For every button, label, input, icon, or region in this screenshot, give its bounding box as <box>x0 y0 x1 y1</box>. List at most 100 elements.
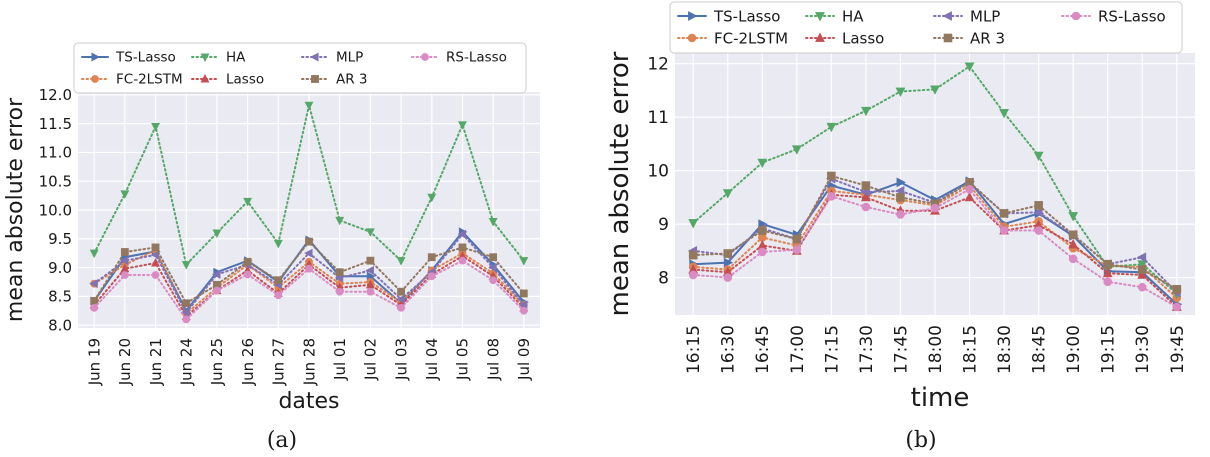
data-point <box>397 287 405 296</box>
data-point <box>243 257 252 266</box>
data-point <box>304 248 313 258</box>
data-point <box>757 226 767 235</box>
legend-marker <box>91 75 99 83</box>
legend-label: RS-Lasso <box>446 50 507 66</box>
data-point <box>457 121 467 130</box>
data-point <box>151 122 161 132</box>
data-point <box>274 276 283 285</box>
data-point <box>365 265 374 275</box>
data-point <box>999 209 1009 218</box>
x-tick-label: Jun 25 <box>208 338 226 386</box>
legend-label: AR 3 <box>336 72 368 88</box>
x-axis-label: time <box>911 383 970 413</box>
data-point <box>1068 254 1078 264</box>
data-point <box>427 193 437 203</box>
chart-a: 8.0 8.5 9.0 9.5 10.0 10.5 11.0 11.5 12.0 Jun 19 Ju… <box>3 42 540 453</box>
x-tick-label: 19:00 <box>1064 325 1084 374</box>
x-tick-label: Jul 03 <box>392 338 410 381</box>
data-point <box>151 271 160 279</box>
data-point <box>519 289 528 298</box>
legend-label: HA <box>842 7 864 25</box>
legend-label: MLP <box>970 7 1000 25</box>
data-point <box>212 229 222 238</box>
data-point <box>181 261 191 270</box>
legend-label: RS-Lasso <box>1098 7 1166 25</box>
data-point <box>1172 302 1182 312</box>
data-point <box>964 62 975 72</box>
legend-marker <box>688 11 698 21</box>
legend-marker <box>943 33 953 43</box>
x-tick-label: Jun 19 <box>85 338 103 386</box>
data-point <box>396 257 406 266</box>
data-point <box>458 243 467 252</box>
data-point <box>427 272 436 281</box>
data-point <box>211 270 221 279</box>
data-point <box>458 256 467 265</box>
x-tick-label: 16:15 <box>684 325 704 374</box>
x-tick-label: Jun 21 <box>147 338 165 386</box>
data-point <box>895 87 906 97</box>
data-point <box>930 85 940 95</box>
y-tick-label: 11 <box>647 108 669 128</box>
x-tick-label: 17:30 <box>857 325 877 374</box>
y-tick-label: 10.5 <box>39 172 72 190</box>
data-point <box>1033 151 1044 162</box>
y-tick-label: 12 <box>647 55 669 75</box>
data-point <box>826 122 837 133</box>
figure-caption: (b) <box>905 428 936 453</box>
data-point <box>757 247 767 257</box>
data-point <box>1033 207 1043 218</box>
y-tick-label: 8 <box>658 269 669 289</box>
y-tick-label: 10.0 <box>39 201 72 219</box>
data-point <box>861 106 871 117</box>
data-point <box>89 249 99 259</box>
x-tick-label: Jun 24 <box>177 338 195 386</box>
data-point <box>89 279 98 289</box>
data-point <box>304 101 314 111</box>
data-point <box>791 145 802 155</box>
legend-marker <box>1071 11 1081 21</box>
data-point <box>397 303 405 312</box>
data-point <box>757 158 768 169</box>
data-point <box>120 271 129 279</box>
x-tick-label: Jun 27 <box>270 338 288 386</box>
data-point <box>335 287 344 296</box>
data-point <box>896 193 905 202</box>
data-point <box>1103 277 1113 287</box>
data-point <box>90 297 99 305</box>
data-point <box>930 203 940 213</box>
data-point <box>723 257 734 268</box>
data-point <box>999 108 1009 119</box>
x-tick-label: Jul 08 <box>484 338 502 381</box>
data-point <box>827 191 836 201</box>
legend-label: AR 3 <box>970 29 1005 47</box>
data-point <box>427 253 436 262</box>
y-tick-label: 12.0 <box>39 86 72 104</box>
x-tick-label: 18:30 <box>995 325 1015 374</box>
x-tick-label: 16:45 <box>753 325 773 374</box>
figure-caption: (a) <box>267 428 297 453</box>
legend-marker <box>200 74 210 83</box>
data-point <box>1137 265 1147 274</box>
data-point <box>488 217 498 227</box>
x-tick-label: Jul 04 <box>423 338 441 381</box>
data-point <box>1068 230 1078 240</box>
x-tick-label: Jul 02 <box>362 338 380 381</box>
data-point <box>688 250 698 260</box>
legend-label: TS-Lasso <box>115 50 176 66</box>
x-tick-label: Jul 05 <box>454 338 472 381</box>
data-point <box>305 237 313 246</box>
legend-label: Lasso <box>842 29 884 47</box>
legend-marker <box>815 32 825 42</box>
x-tick-label: Jun 20 <box>116 338 134 386</box>
data-point <box>182 299 191 308</box>
data-point <box>688 270 698 280</box>
x-tick-label: 17:15 <box>822 325 842 374</box>
data-point <box>688 219 699 229</box>
legend-marker <box>815 12 825 22</box>
data-point <box>999 226 1009 235</box>
data-point <box>1068 238 1079 249</box>
x-axis-label: dates <box>278 389 339 414</box>
data-point <box>243 270 252 279</box>
data-point <box>792 245 802 255</box>
